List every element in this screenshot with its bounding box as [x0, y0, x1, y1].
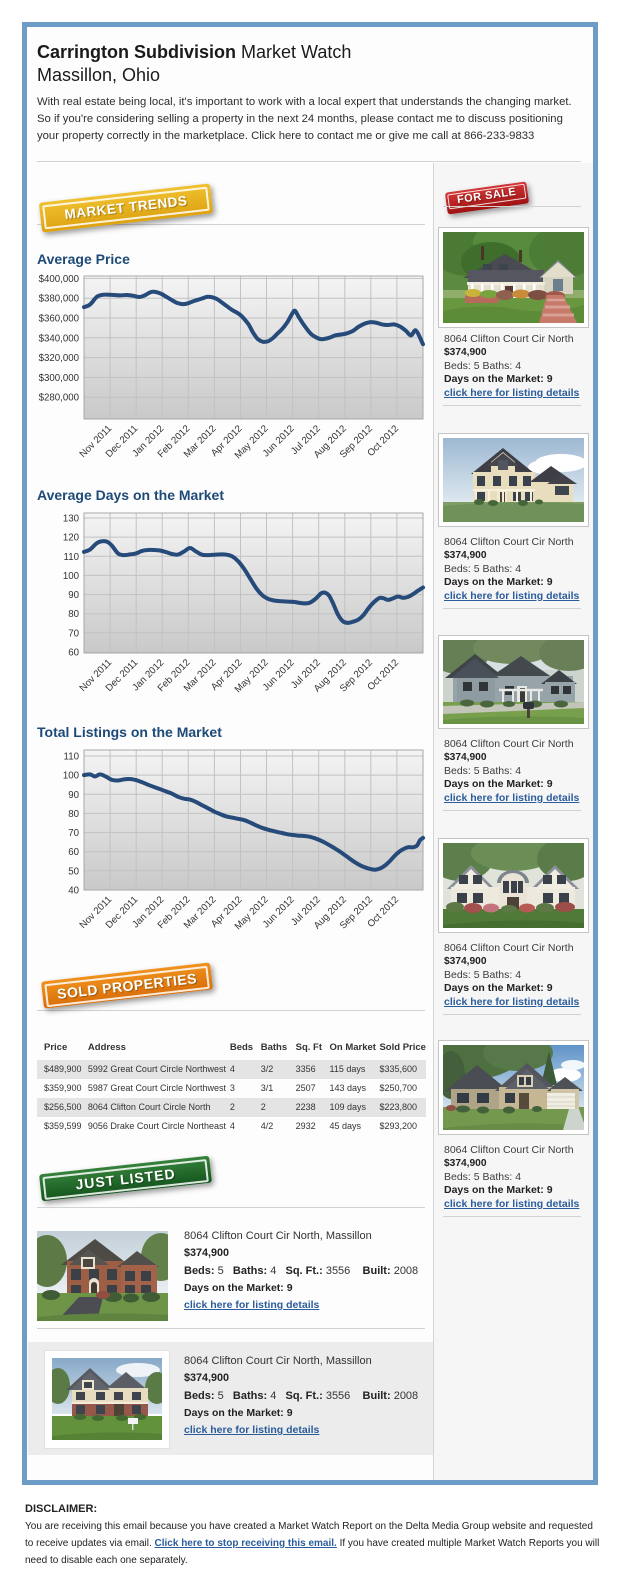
- svg-text:80: 80: [68, 609, 79, 620]
- svg-text:60: 60: [68, 847, 79, 858]
- svg-text:70: 70: [68, 628, 79, 639]
- svg-text:80: 80: [68, 809, 79, 820]
- svg-text:90: 90: [68, 790, 79, 801]
- svg-text:100: 100: [63, 571, 80, 582]
- svg-text:40: 40: [68, 886, 79, 897]
- svg-text:60: 60: [68, 648, 79, 659]
- svg-text:50: 50: [68, 866, 79, 877]
- svg-text:120: 120: [63, 533, 80, 544]
- svg-text:110: 110: [64, 552, 80, 563]
- svg-text:$380,000: $380,000: [39, 294, 80, 305]
- svg-text:$320,000: $320,000: [39, 353, 80, 364]
- svg-text:$400,000: $400,000: [39, 274, 80, 285]
- svg-text:110: 110: [64, 752, 80, 763]
- svg-text:$360,000: $360,000: [39, 314, 80, 325]
- svg-text:$280,000: $280,000: [39, 393, 80, 404]
- svg-text:130: 130: [63, 514, 80, 525]
- svg-text:$300,000: $300,000: [39, 373, 80, 384]
- svg-text:90: 90: [68, 590, 79, 601]
- svg-text:$340,000: $340,000: [39, 333, 80, 344]
- svg-text:100: 100: [63, 771, 80, 782]
- svg-text:70: 70: [68, 828, 79, 839]
